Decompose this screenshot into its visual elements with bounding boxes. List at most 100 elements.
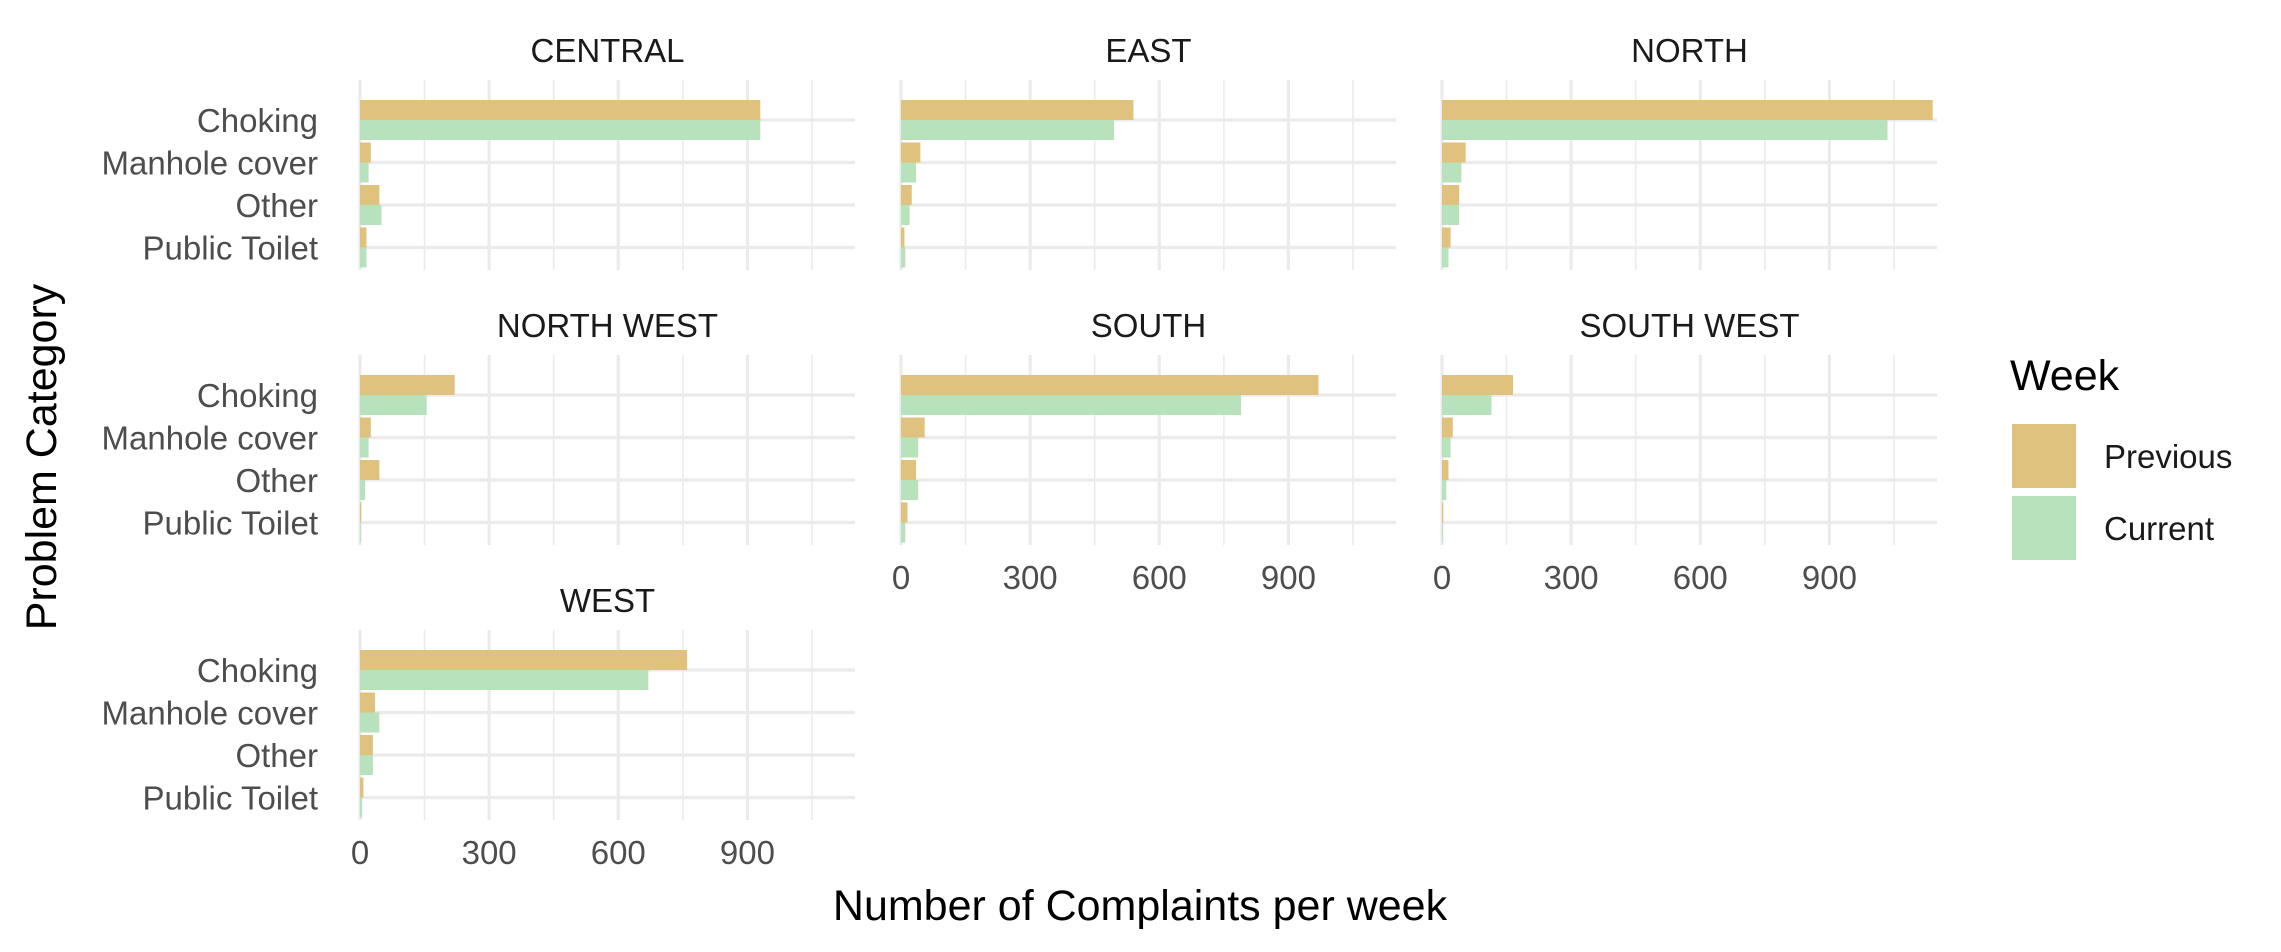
x-tick-label: 0 (1433, 559, 1451, 596)
bar-south-west-other-previous (1442, 460, 1449, 480)
legend-title: Week (2010, 352, 2120, 400)
bar-south-other-current (901, 480, 919, 500)
panel-south: SOUTH 0 300 600 900 (892, 307, 1396, 596)
y-tick-label: Manhole cover (102, 695, 318, 732)
x-tick-label: 300 (462, 834, 517, 871)
y-axis-title: Problem Category (18, 283, 66, 630)
x-tick-label: 300 (1544, 559, 1599, 596)
y-tick-label: Other (235, 737, 318, 774)
bar-east-manhole-cover-previous (901, 142, 921, 163)
panel-title-north: NORTH (1631, 32, 1748, 69)
bar-east-choking-current (901, 120, 1115, 140)
x-tick-label: 300 (1003, 559, 1058, 596)
bar-central-manhole-cover-previous (360, 142, 371, 163)
x-tick-label: 0 (892, 559, 910, 596)
panel-north-west: NORTH WEST Choking Manhole cover Other Publi… (102, 307, 855, 545)
bar-south-public-toilet-current (901, 522, 906, 543)
bar-south-west-other-current (1442, 480, 1447, 500)
bar-south-west-public-toilet-current (1442, 522, 1443, 543)
x-tick-label: 900 (720, 834, 775, 871)
bar-west-choking-current (360, 670, 649, 690)
y-tick-label: Other (235, 462, 318, 499)
x-tick-label: 900 (1802, 559, 1857, 596)
bar-central-other-previous (360, 185, 380, 205)
x-axis-title: Number of Complaints per week (833, 882, 1448, 930)
bar-north-other-previous (1442, 185, 1460, 205)
bar-west-public-toilet-previous (360, 777, 364, 798)
bar-north-manhole-cover-current (1442, 162, 1462, 183)
x-tick-label: 600 (1132, 559, 1187, 596)
y-tick-label: Public Toilet (143, 230, 319, 267)
x-tick-label: 900 (1261, 559, 1316, 596)
bar-east-public-toilet-current (901, 247, 906, 268)
bar-central-public-toilet-current (360, 247, 367, 268)
legend: Week Previous Current (2010, 352, 2232, 560)
y-tick-label: Public Toilet (143, 505, 319, 542)
bar-central-choking-previous (360, 100, 761, 120)
y-tick-label: Choking (197, 102, 318, 139)
bar-south-west-choking-previous (1442, 375, 1514, 395)
bar-north-public-toilet-previous (1442, 227, 1451, 248)
y-tick-label: Choking (197, 377, 318, 414)
bar-north-west-public-toilet-previous (360, 502, 362, 523)
panel-title-east: EAST (1105, 32, 1191, 69)
bar-south-choking-current (901, 395, 1242, 415)
panel-title-north-west: NORTH WEST (497, 307, 718, 344)
bar-east-public-toilet-previous (901, 227, 905, 248)
panel-title-central: CENTRAL (530, 32, 684, 69)
bar-south-west-choking-current (1442, 395, 1492, 415)
bar-north-west-manhole-cover-previous (360, 417, 371, 438)
y-tick-label: Other (235, 187, 318, 224)
bar-west-other-current (360, 755, 373, 775)
x-tick-label: 600 (591, 834, 646, 871)
y-tick-label: Public Toilet (143, 780, 319, 817)
legend-label-current: Current (2104, 510, 2214, 547)
bar-west-manhole-cover-previous (360, 692, 376, 713)
bar-west-other-previous (360, 735, 373, 755)
panel-west: WEST Choking Manhole cover Other Public Toil… (102, 582, 855, 871)
bar-west-public-toilet-current (360, 797, 363, 818)
bar-south-west-manhole-cover-current (1442, 437, 1451, 458)
bar-east-other-current (901, 205, 910, 225)
legend-key-previous (2012, 424, 2076, 488)
bar-north-west-other-previous (360, 460, 380, 480)
bar-south-manhole-cover-previous (901, 417, 925, 438)
bar-north-choking-current (1442, 120, 1888, 140)
panel-south-west: SOUTH WEST 0 300 600 900 (1433, 307, 1937, 596)
bar-north-west-other-current (360, 480, 366, 500)
bar-south-other-previous (901, 460, 917, 480)
bar-north-west-choking-current (360, 395, 427, 415)
panel-title-west: WEST (560, 582, 655, 619)
bar-central-manhole-cover-current (360, 162, 369, 183)
panel-title-south-west: SOUTH WEST (1580, 307, 1800, 344)
bar-north-west-choking-previous (360, 375, 455, 395)
bar-east-choking-previous (901, 100, 1134, 120)
y-tick-label: Manhole cover (102, 145, 318, 182)
bar-north-public-toilet-current (1442, 247, 1449, 268)
panel-east: EAST (899, 32, 1396, 270)
y-tick-label: Manhole cover (102, 420, 318, 457)
bar-south-public-toilet-previous (901, 502, 908, 523)
x-tick-label: 600 (1673, 559, 1728, 596)
bar-east-manhole-cover-current (901, 162, 917, 183)
bar-north-manhole-cover-previous (1442, 142, 1466, 163)
panel-north: NORTH (1440, 32, 1937, 270)
bar-central-public-toilet-previous (360, 227, 367, 248)
bar-north-west-manhole-cover-current (360, 437, 369, 458)
facet-panels: CENTRAL Choking Manhole cover Other Public T… (102, 32, 1937, 871)
bar-south-choking-previous (901, 375, 1319, 395)
panel-title-south: SOUTH (1091, 307, 1207, 344)
legend-key-current (2012, 496, 2076, 560)
bar-north-choking-previous (1442, 100, 1933, 120)
bar-west-manhole-cover-current (360, 712, 380, 733)
bar-east-other-previous (901, 185, 912, 205)
bar-central-choking-current (360, 120, 761, 140)
bar-west-choking-previous (360, 650, 688, 670)
bar-south-manhole-cover-current (901, 437, 919, 458)
panel-central: CENTRAL Choking Manhole cover Other Public T… (102, 32, 855, 270)
bar-south-west-public-toilet-previous (1442, 502, 1444, 523)
y-tick-label: Choking (197, 652, 318, 689)
x-tick-label: 0 (351, 834, 369, 871)
bar-south-west-manhole-cover-previous (1442, 417, 1453, 438)
